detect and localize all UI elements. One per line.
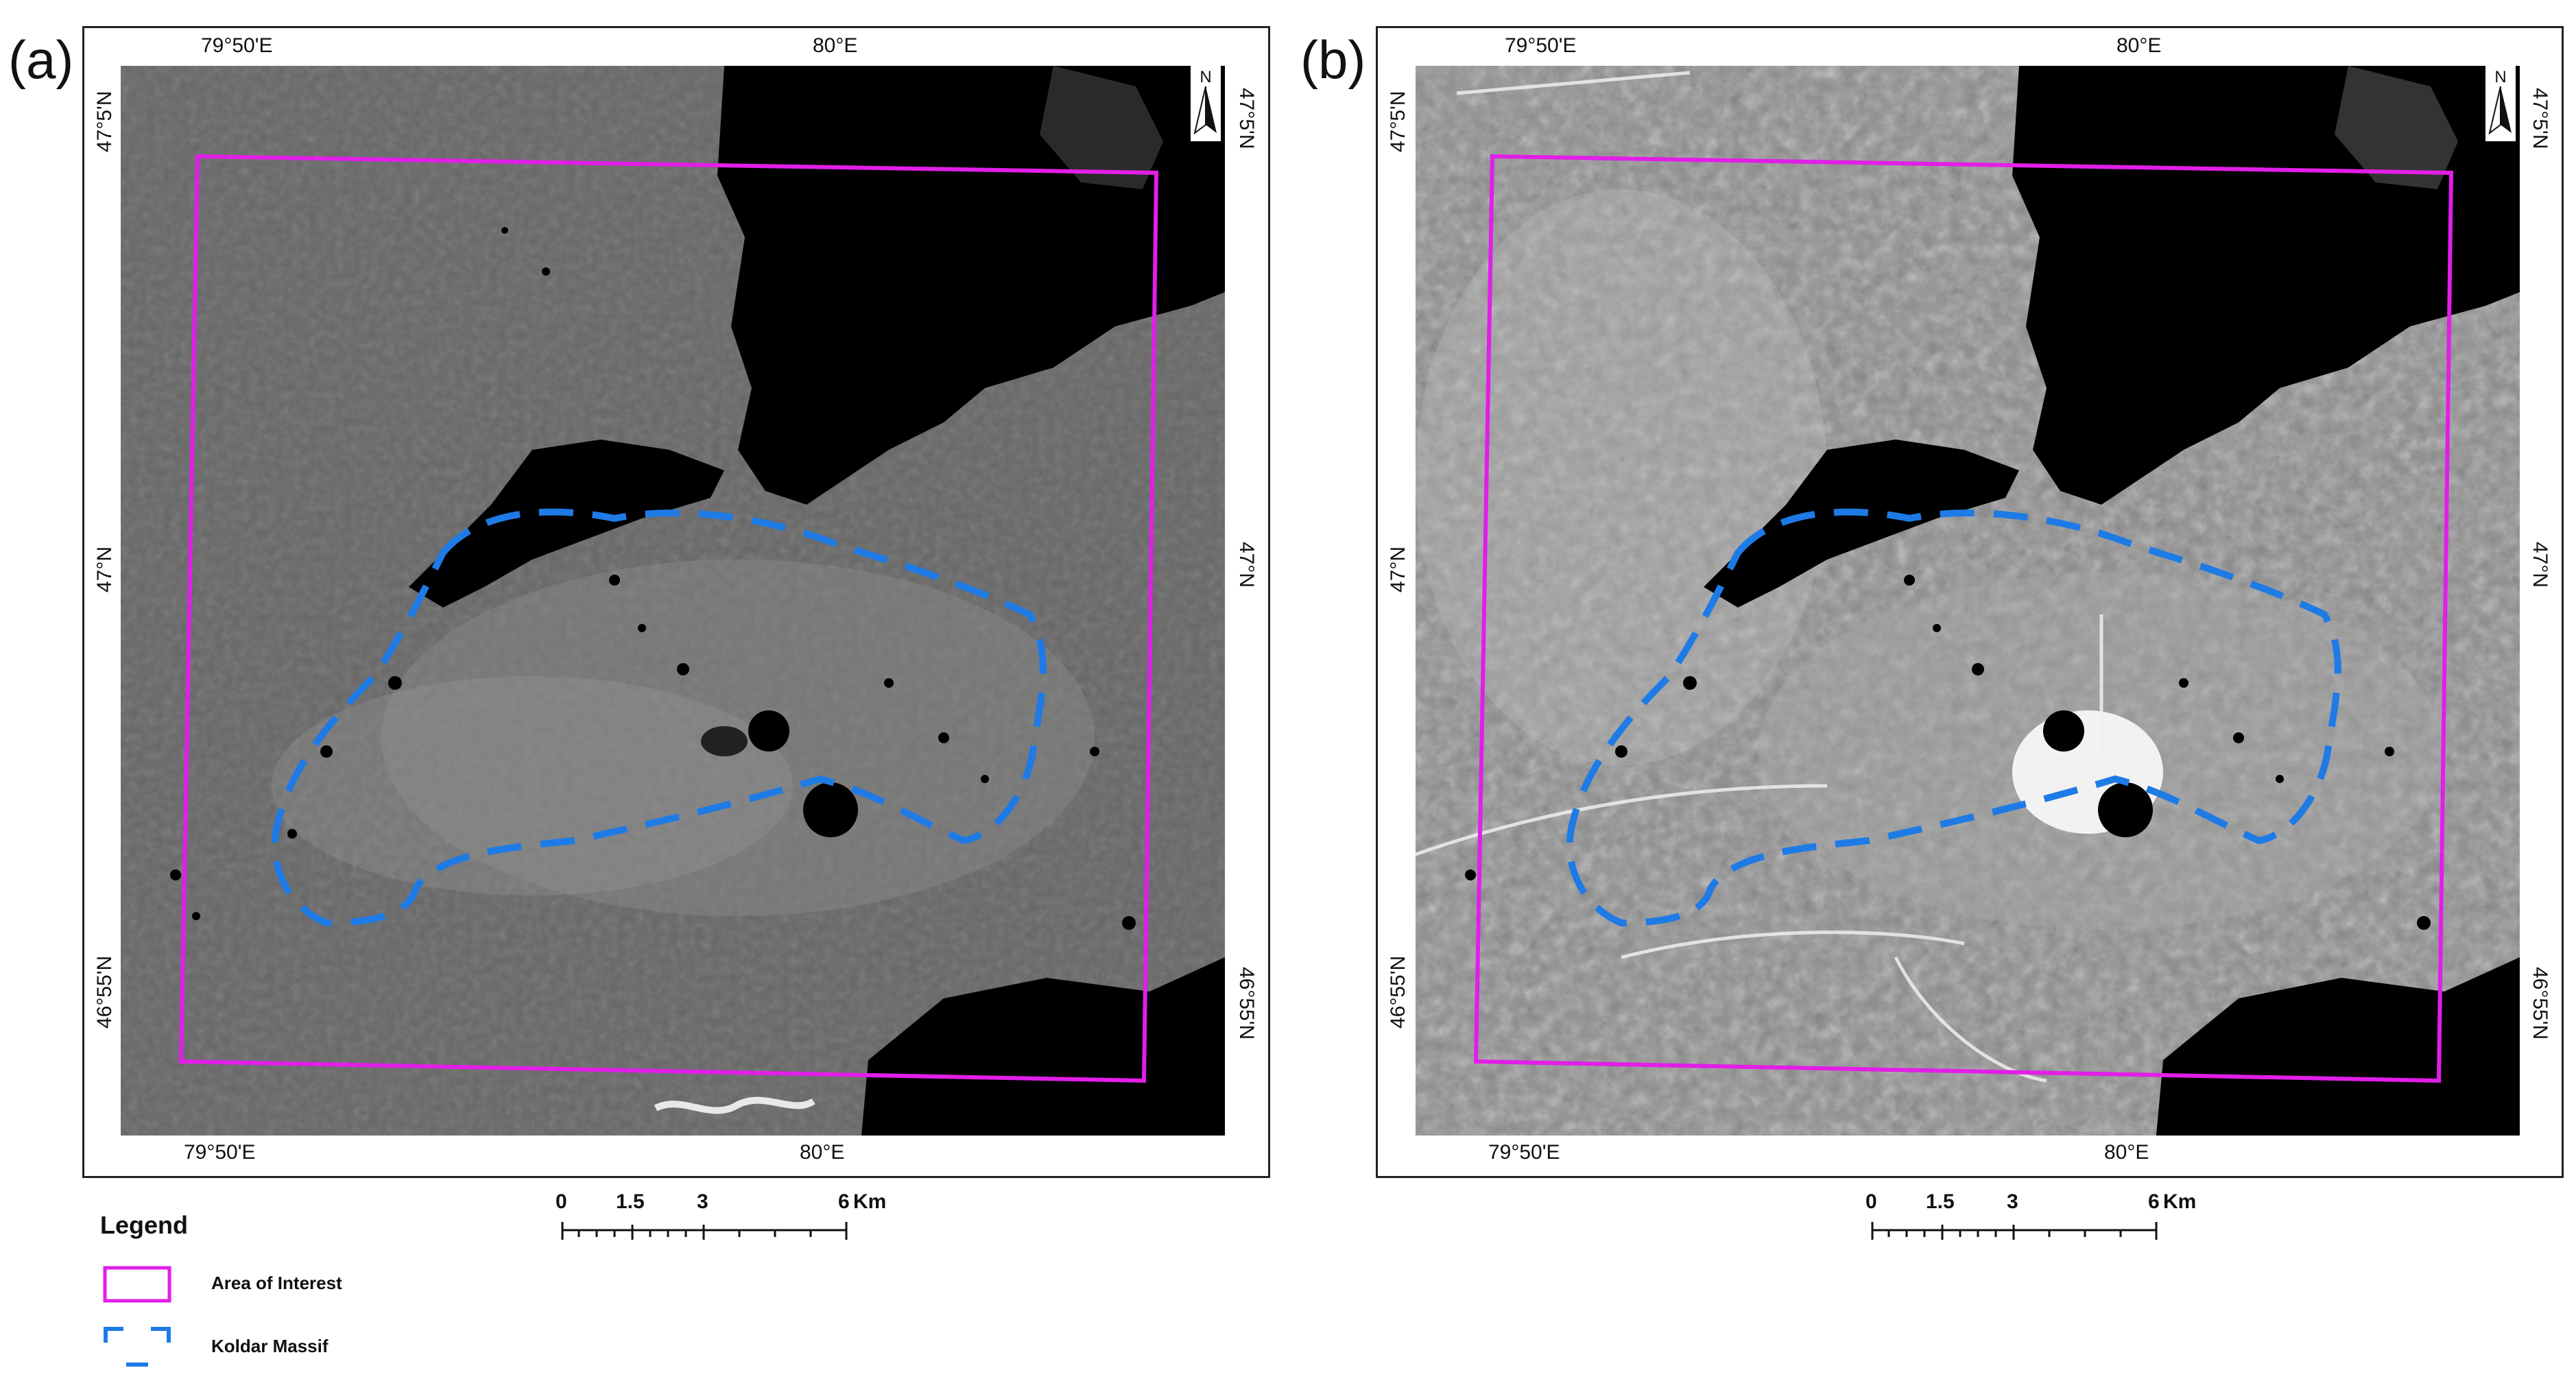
scale-tick-a0: 0 (556, 1190, 567, 1213)
satellite-image-b[interactable] (1416, 66, 2520, 1136)
legend-swatch-aoi (103, 1266, 171, 1303)
left-lat-label-a3: 46°55'N (93, 955, 116, 1029)
left-lat-label-b1: 47°5'N (1387, 91, 1409, 152)
legend-label-koldar: Koldar Massif (211, 1336, 329, 1356)
top-lon-label-b1: 79°50'E (1505, 34, 1577, 57)
scale-tick-a1: 1.5 (616, 1190, 645, 1213)
lake-middle-b (1704, 440, 2019, 608)
top-lon-label-a1: 79°50'E (201, 34, 273, 57)
area-of-interest-polygon-a (178, 154, 1159, 1083)
scale-bar-a (561, 1221, 849, 1245)
legend-title: Legend (100, 1211, 189, 1239)
top-lon-label-b2: 80°E (2116, 34, 2162, 57)
koldar-massif-outline-b (1566, 508, 2341, 927)
scale-tick-b3: 6 (2148, 1190, 2160, 1213)
scale-tick-b2: 3 (2007, 1190, 2018, 1213)
right-lat-label-a2: 47°N (1235, 542, 1258, 588)
top-lon-label-a2: 80°E (813, 34, 858, 57)
north-arrow-label-b: N (2494, 68, 2506, 86)
bottom-lon-label-b1: 79°50'E (1488, 1141, 1560, 1164)
left-lat-label-a1: 47°5'N (93, 91, 116, 152)
koldar-massif-outline-a (271, 508, 1047, 927)
legend-label-aoi: Area of Interest (211, 1273, 342, 1293)
right-lat-label-b2: 47°N (2529, 542, 2551, 588)
north-arrow-b: N (2485, 66, 2516, 141)
scale-bar-b (1871, 1221, 2159, 1245)
scale-tick-b0: 0 (1865, 1190, 1877, 1213)
north-arrow-label-a: N (1200, 68, 1211, 86)
left-lat-label-b3: 46°55'N (1387, 955, 1409, 1029)
left-lat-label-b2: 47°N (1387, 546, 1409, 592)
scale-tick-b1: 1.5 (1926, 1190, 1955, 1213)
right-lat-label-b1: 47°5'N (2529, 88, 2551, 149)
scale-unit-b: Km (2163, 1190, 2197, 1213)
bottom-lon-label-a1: 79°50'E (184, 1141, 256, 1164)
bottom-lon-label-a2: 80°E (800, 1141, 845, 1164)
panel-label-b: (b) (1300, 29, 1366, 90)
scale-tick-a2: 3 (697, 1190, 708, 1213)
scale-unit-a: Km (853, 1190, 887, 1213)
scale-tick-a3: 6 (838, 1190, 850, 1213)
north-arrow-a: N (1191, 66, 1221, 141)
lake-south-b (2156, 957, 2520, 1136)
area-of-interest-polygon-b (1473, 154, 2454, 1083)
legend-swatch-koldar (103, 1326, 171, 1367)
right-lat-label-b3: 46°55'N (2529, 967, 2551, 1040)
lake-middle (409, 440, 724, 608)
right-lat-label-a1: 47°5'N (1235, 88, 1258, 149)
bottom-lon-label-b2: 80°E (2104, 1141, 2149, 1164)
panel-label-a: (a) (8, 29, 74, 90)
satellite-image-a[interactable] (121, 66, 1225, 1136)
left-lat-label-a2: 47°N (93, 546, 116, 592)
right-lat-label-a3: 46°55'N (1235, 967, 1258, 1040)
lake-south (861, 957, 1225, 1136)
